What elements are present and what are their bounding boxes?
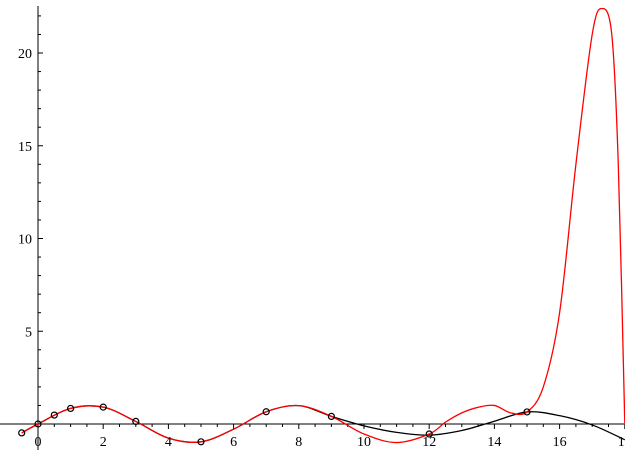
x-tick-label: 4 [165, 435, 172, 450]
x-tick-label: 2 [100, 435, 107, 450]
curves [21, 7, 625, 444]
data-point [523, 408, 531, 416]
data-point [34, 420, 42, 428]
data-point [132, 417, 140, 426]
x-tick-label: 8 [295, 435, 302, 450]
x-tick-label: 14 [487, 435, 501, 450]
data-point [425, 430, 433, 438]
data-point [197, 438, 205, 446]
y-tick-label: 15 [18, 140, 32, 155]
y-tick-label: 20 [18, 47, 32, 62]
data-point [50, 411, 58, 419]
data-point [18, 429, 26, 437]
data-point [327, 412, 335, 420]
data-point-markers [18, 403, 531, 446]
data-point [99, 403, 107, 411]
y-tick-label: 10 [18, 233, 32, 248]
x-tick-label: 18 [618, 435, 625, 450]
x-tick-label: 10 [357, 435, 371, 450]
x-tick-label: 6 [230, 435, 237, 450]
axes [0, 6, 625, 450]
series-line-2 [21, 7, 625, 444]
x-tick-label: 0 [35, 435, 42, 450]
x-tick-label: 16 [553, 435, 567, 450]
data-point [262, 408, 270, 416]
data-point [66, 404, 75, 413]
x-tick-label: 12 [422, 435, 436, 450]
tick-labels: 0 2 4 6 8 10 12 14 16 18 5 10 15 20 [18, 47, 625, 450]
y-tick-label: 5 [25, 325, 32, 340]
